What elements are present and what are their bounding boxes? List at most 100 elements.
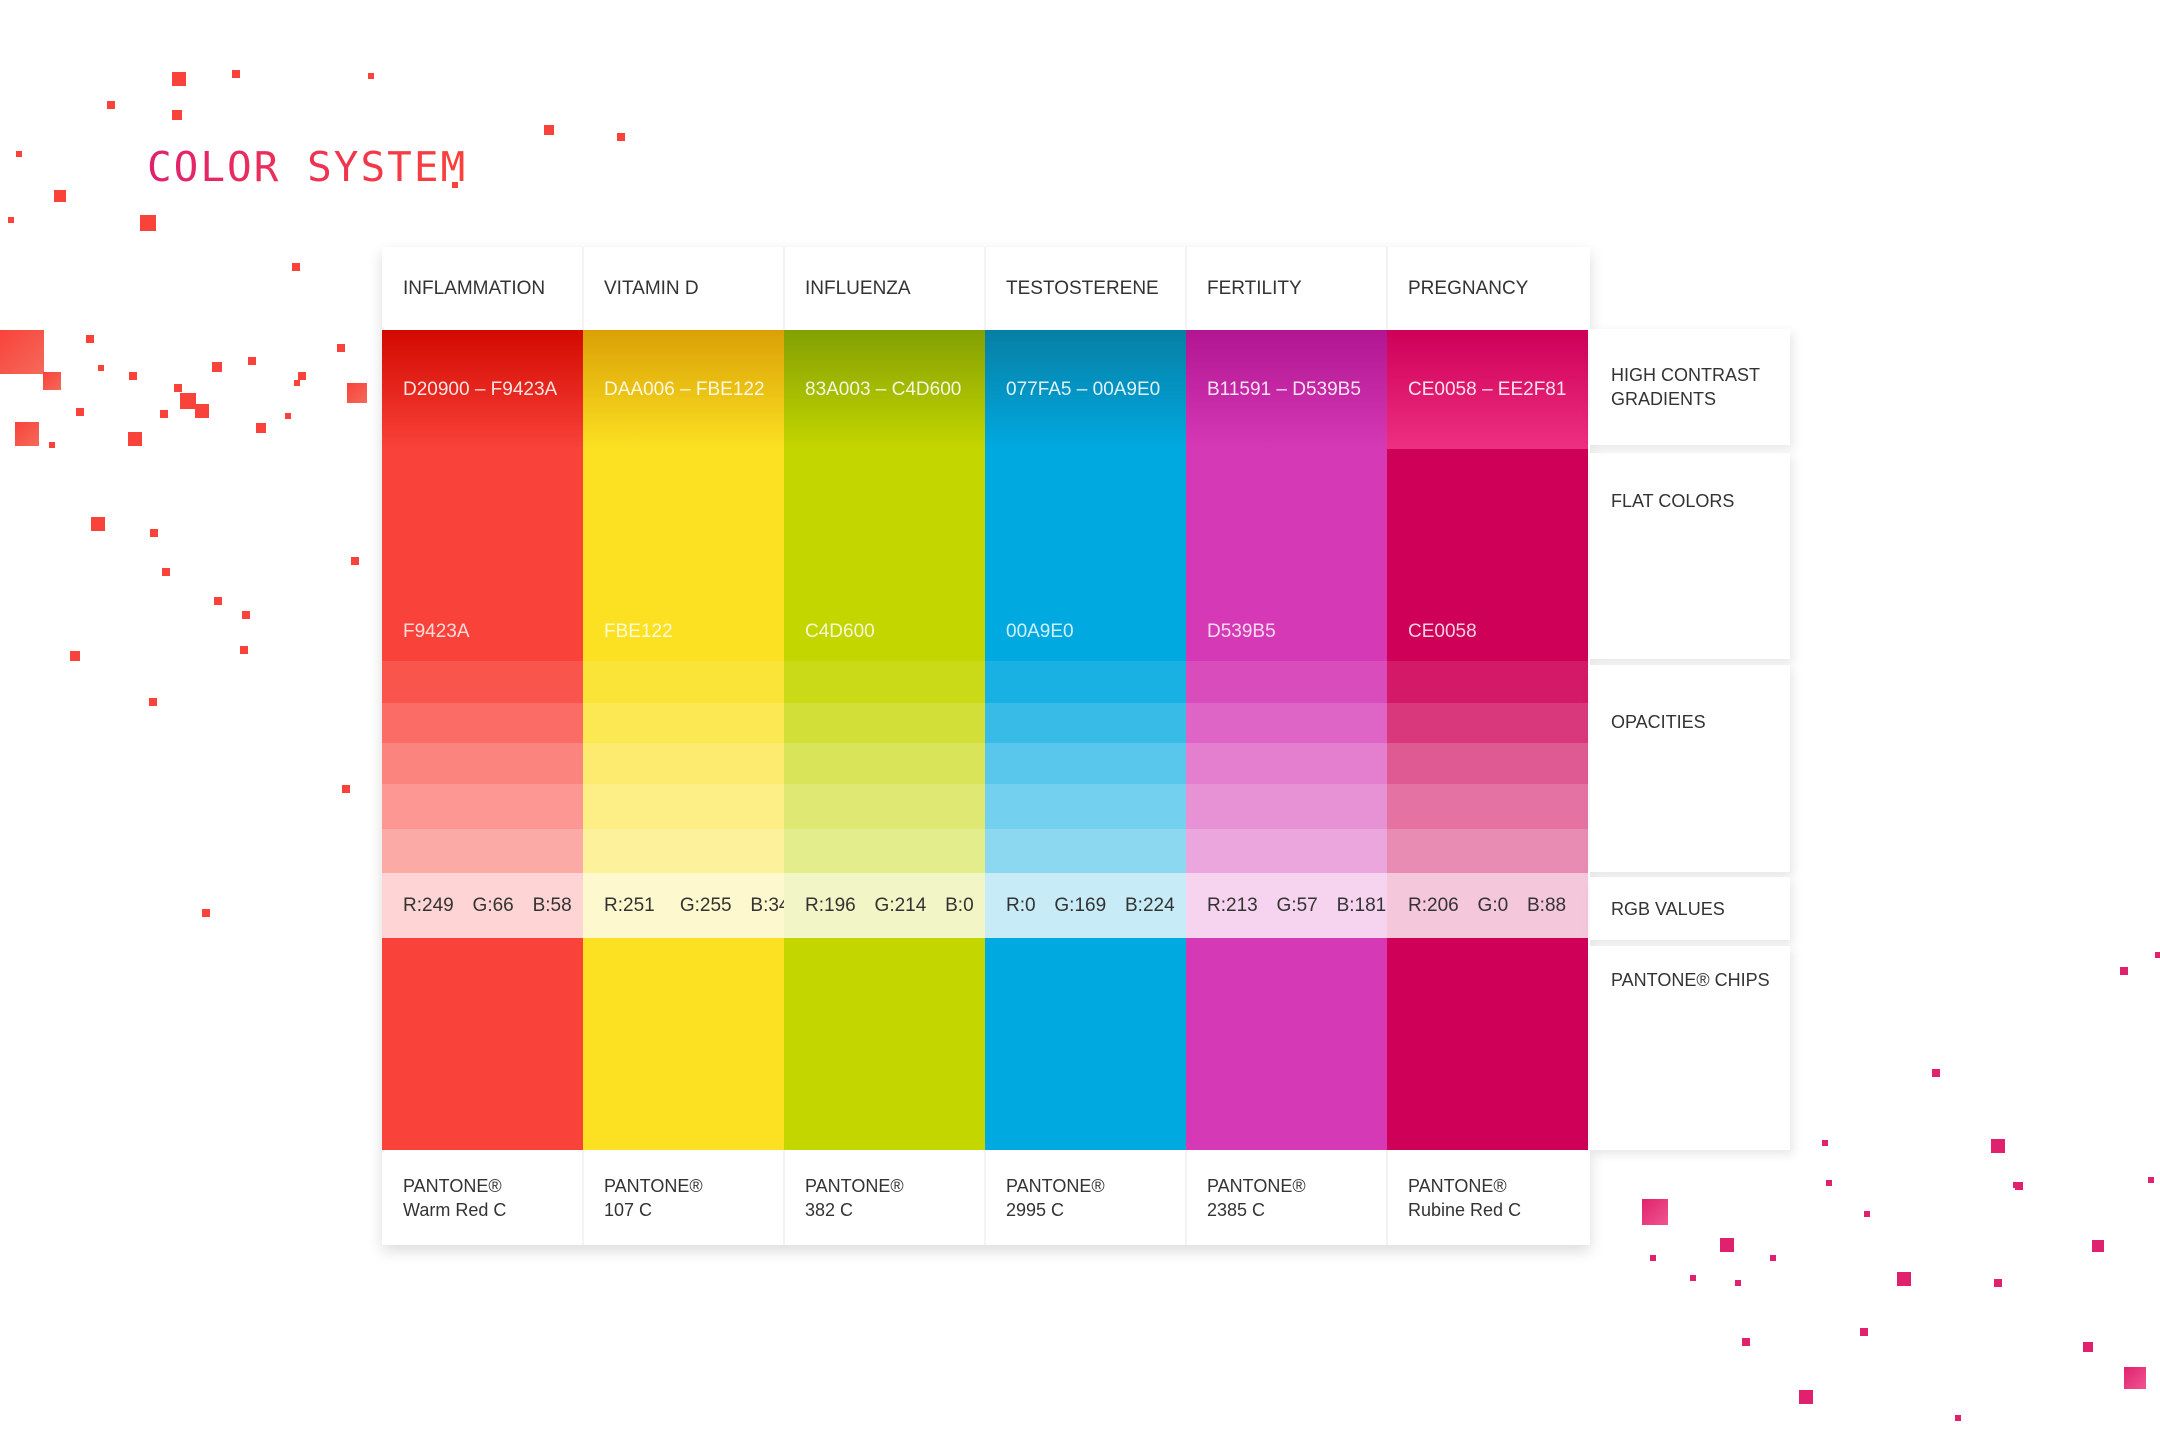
column-divider [783, 1150, 785, 1245]
decorative-square [544, 125, 554, 135]
opacity-swatch [583, 829, 784, 873]
flat-color-swatch: 00A9E0 [985, 449, 1186, 661]
decorative-square [1822, 1140, 1828, 1146]
column-divider [1185, 247, 1187, 330]
flat-color-swatch: CE0058 [1387, 449, 1588, 661]
flat-hex-label: CE0058 [1408, 621, 1477, 642]
opacity-swatch [1387, 829, 1588, 873]
opacity-swatch [583, 743, 784, 784]
opacity-swatch [784, 661, 985, 703]
opacity-swatch [583, 784, 784, 829]
opacity-swatch [583, 703, 784, 743]
column-divider [984, 247, 986, 330]
decorative-square [43, 372, 61, 390]
column-header-text: TESTOSTERENE [1006, 277, 1159, 299]
decorative-square [337, 344, 345, 352]
opacity-swatch [985, 743, 1186, 784]
decorative-square [172, 110, 182, 120]
decorative-square [1994, 1279, 2002, 1287]
rgb-value-text: R:213 G:57 B:181 [1207, 894, 1387, 916]
decorative-square [1860, 1328, 1868, 1336]
column-header: INFLUENZA [784, 247, 985, 330]
row-label-flat-colors-text: FLAT COLORS [1611, 491, 1735, 511]
decorative-square [1642, 1199, 1668, 1225]
rgb-value-cell: R:206 G:0 B:88 [1387, 873, 1588, 938]
pantone-name: 2385 C [1207, 1199, 1266, 1220]
gradient-swatch: D20900 – F9423A [382, 330, 583, 449]
decorative-square [15, 422, 39, 446]
decorative-square [149, 698, 157, 706]
gradient-swatch: DAA006 – FBE122 [583, 330, 784, 449]
decorative-square [212, 362, 222, 372]
opacity-swatch [784, 829, 985, 873]
decorative-square [256, 423, 266, 433]
pantone-label: PANTONE® 2385 C [1186, 1150, 1387, 1245]
opacity-swatch [382, 829, 583, 873]
row-label-rgb-values-text: RGB VALUES [1611, 898, 1725, 919]
decorative-square [1826, 1180, 1832, 1186]
decorative-square [140, 215, 156, 231]
flat-hex-label: 00A9E0 [1006, 621, 1074, 642]
decorative-square [107, 101, 115, 109]
decorative-square [1955, 1415, 1961, 1421]
flat-hex-label: C4D600 [805, 621, 875, 642]
opacity-swatch [985, 829, 1186, 873]
decorative-square [174, 384, 182, 392]
column-header: PREGNANCY [1387, 247, 1588, 330]
decorative-square [347, 383, 367, 403]
row-label-gradients-text: HIGH CONTRAST GRADIENTS [1611, 365, 1761, 409]
opacity-swatch [1186, 829, 1387, 873]
opacity-swatch [1387, 661, 1588, 703]
decorative-square [2155, 952, 2160, 958]
decorative-square [150, 529, 158, 537]
rgb-value-cell: R:196 G:214 B:0 [784, 873, 985, 938]
flat-color-swatch: FBE122 [583, 449, 784, 661]
color-column: TESTOSTERENE 077FA5 – 00A9E0 00A9E0 R:0 G:1… [985, 247, 1186, 1245]
row-label-pantone-chips: PANTONE® CHIPS [1590, 946, 1790, 1150]
decorative-square [2120, 967, 2128, 975]
gradient-hex-label: D20900 – F9423A [403, 378, 558, 400]
gradient-hex-label: B11591 – D539B5 [1207, 378, 1361, 400]
decorative-square [0, 330, 44, 374]
gradient-hex-label: CE0058 – EE2F81 [1408, 378, 1567, 400]
decorative-square [54, 190, 66, 202]
decorative-square [202, 909, 210, 917]
pantone-brand: PANTONE® [1006, 1175, 1105, 1196]
pantone-chip [382, 938, 583, 1150]
flat-color-swatch: F9423A [382, 449, 583, 661]
opacity-swatch [1186, 703, 1387, 743]
decorative-square [240, 646, 248, 654]
column-divider [582, 247, 584, 330]
flat-hex-label: FBE122 [604, 621, 673, 642]
opacity-swatch [985, 784, 1186, 829]
decorative-square [1720, 1238, 1734, 1252]
decorative-square [617, 133, 625, 141]
rgb-value-text: R:196 G:214 B:0 [805, 894, 974, 916]
opacity-swatch [583, 661, 784, 703]
pantone-name: Warm Red C [403, 1199, 507, 1220]
opacity-swatch [382, 743, 583, 784]
decorative-square [86, 335, 94, 343]
decorative-square [1742, 1338, 1750, 1346]
pantone-chip [784, 938, 985, 1150]
rgb-value-text: R:206 G:0 B:88 [1408, 894, 1567, 916]
decorative-square [1770, 1255, 1776, 1261]
pantone-brand: PANTONE® [1408, 1175, 1507, 1196]
decorative-square [242, 611, 250, 619]
opacity-swatch [1387, 784, 1588, 829]
pantone-brand: PANTONE® [604, 1175, 703, 1196]
column-header: FERTILITY [1186, 247, 1387, 330]
column-header-text: INFLAMMATION [403, 277, 546, 299]
pantone-label: PANTONE® 107 C [583, 1150, 784, 1245]
column-divider [1386, 247, 1388, 330]
pantone-label: PANTONE® Rubine Red C [1387, 1150, 1588, 1245]
column-divider [1185, 1150, 1187, 1245]
pantone-brand: PANTONE® [805, 1175, 904, 1196]
decorative-square [2092, 1240, 2104, 1252]
decorative-square [91, 517, 105, 531]
decorative-square [1991, 1139, 2005, 1153]
column-header-text: VITAMIN D [604, 277, 699, 299]
column-divider [783, 247, 785, 330]
rgb-value-cell: R:251 G:255 B:34 [583, 873, 790, 938]
opacity-swatch [1186, 743, 1387, 784]
